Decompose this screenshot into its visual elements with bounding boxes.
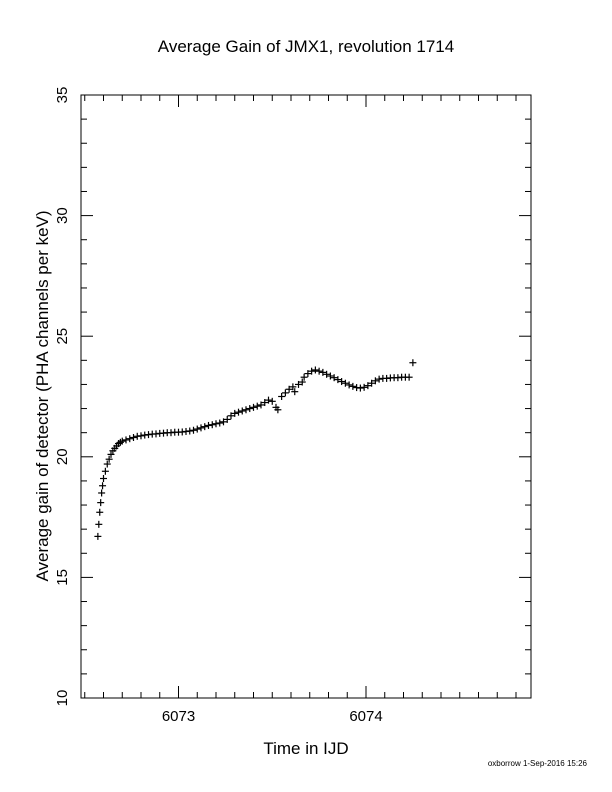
data-point — [193, 425, 201, 433]
data-point — [261, 399, 269, 407]
data-point — [268, 397, 276, 405]
data-point — [99, 482, 107, 490]
data-point — [105, 455, 113, 463]
axis-ticks — [81, 94, 531, 699]
x-axis-label: Time in IJD — [263, 739, 348, 758]
data-point — [238, 407, 246, 415]
data-point — [197, 424, 205, 432]
y-tick-label: 35 — [54, 87, 71, 104]
x-tick-label: 6074 — [349, 708, 382, 725]
data-point — [98, 489, 106, 497]
data-points — [94, 359, 417, 540]
footer-credit: oxborrow 1-Sep-2016 15:26 — [488, 759, 588, 768]
data-point — [274, 406, 282, 414]
data-point — [130, 434, 137, 442]
data-point — [94, 532, 102, 540]
data-point — [356, 384, 364, 392]
data-point — [227, 412, 235, 420]
chart-title: Average Gain of JMX1, revolution 1714 — [158, 37, 454, 56]
data-point — [103, 460, 111, 468]
data-point — [126, 435, 134, 443]
data-point — [97, 499, 105, 507]
data-point — [295, 380, 302, 388]
data-point — [308, 367, 316, 375]
data-point — [330, 374, 338, 382]
data-point — [212, 420, 220, 428]
data-point — [278, 393, 286, 400]
data-point — [334, 376, 342, 384]
data-point — [118, 437, 126, 445]
data-point — [405, 373, 413, 381]
data-point — [409, 359, 417, 367]
data-point — [371, 377, 379, 385]
data-point — [246, 405, 254, 413]
data-point — [107, 450, 115, 458]
y-tick-label: 25 — [54, 328, 71, 345]
y-axis-label: Average gain of detector (PHA channels p… — [33, 210, 52, 581]
data-point — [315, 367, 323, 375]
data-point — [364, 382, 372, 390]
data-point — [242, 406, 250, 414]
y-tick-label: 20 — [54, 448, 71, 465]
data-point — [360, 383, 368, 391]
data-point — [235, 408, 242, 416]
data-point — [95, 520, 103, 528]
y-tick-label: 15 — [54, 569, 71, 586]
data-point — [304, 370, 312, 378]
data-point — [285, 385, 293, 393]
data-point — [345, 381, 353, 389]
x-tick-label: 6073 — [162, 708, 195, 725]
data-point — [257, 401, 265, 409]
data-point — [100, 475, 107, 483]
data-point — [137, 432, 145, 440]
data-point — [96, 508, 104, 516]
data-point — [319, 368, 327, 376]
data-point — [250, 403, 257, 411]
data-point — [220, 418, 227, 426]
data-point — [265, 396, 272, 404]
data-point — [201, 423, 209, 431]
data-point — [323, 370, 331, 378]
data-point — [223, 415, 231, 423]
data-point — [253, 402, 261, 410]
data-point — [368, 379, 376, 387]
data-point — [291, 388, 299, 396]
data-point — [300, 373, 308, 381]
data-point — [205, 421, 212, 429]
tick-labels: 10 15 20 25 30 35 6073 6074 — [54, 87, 383, 725]
data-point — [231, 409, 239, 417]
data-point — [101, 467, 109, 475]
data-point — [349, 382, 357, 390]
data-point — [298, 378, 306, 386]
data-point — [186, 427, 194, 435]
data-point — [190, 426, 197, 434]
plot-frame — [80, 94, 532, 699]
data-point — [208, 421, 216, 429]
data-point — [289, 383, 297, 391]
data-point — [326, 372, 334, 380]
data-point — [122, 436, 130, 444]
y-tick-label: 10 — [54, 690, 71, 707]
data-point — [281, 389, 289, 397]
data-point — [338, 378, 346, 386]
y-tick-label: 30 — [54, 207, 71, 224]
data-point — [311, 366, 319, 374]
data-point — [341, 379, 349, 387]
data-point — [375, 375, 383, 383]
plot-area — [80, 94, 532, 699]
data-point — [216, 419, 224, 427]
